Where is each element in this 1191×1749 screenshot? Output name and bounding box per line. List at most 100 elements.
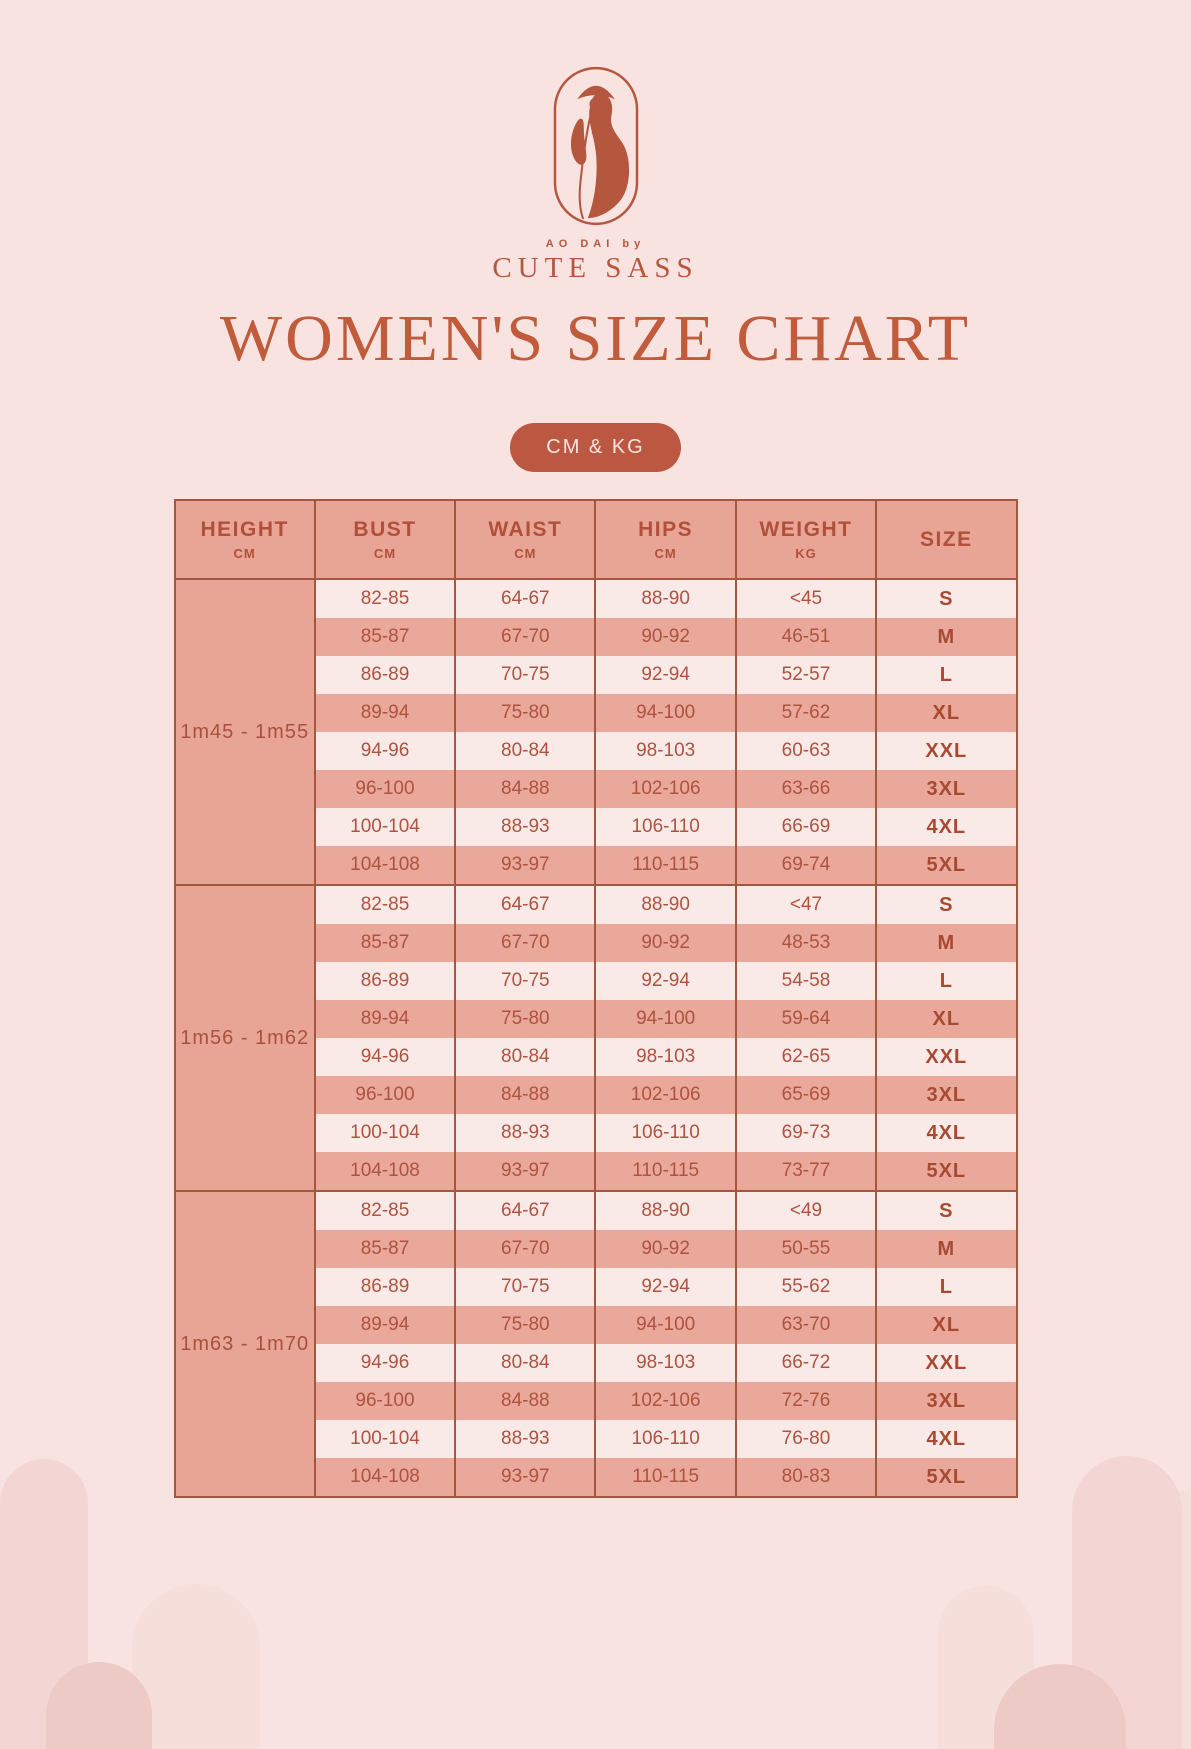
weight-cell: 46-51 <box>734 618 878 656</box>
size-cell: M <box>875 1230 1018 1268</box>
size-cell: XXL <box>875 732 1018 770</box>
column-header-weight: WEIGHT KG <box>734 500 878 580</box>
height-range-cell: 1m63 - 1m70 <box>173 1191 316 1497</box>
bust-cell: 86-89 <box>313 656 457 694</box>
column-header-height: HEIGHT CM <box>173 500 316 580</box>
column-unit: KG <box>795 546 817 561</box>
waist-cell: 84-88 <box>454 1076 597 1114</box>
table-row: 89-94 75-80 94-100 59-64 XL <box>175 1000 1018 1038</box>
bust-cell: 82-85 <box>313 885 457 924</box>
table-row: 86-89 70-75 92-94 55-62 L <box>175 1268 1018 1306</box>
column-unit: CM <box>654 546 677 561</box>
column-header-waist: WAIST CM <box>454 500 597 580</box>
weight-cell: 65-69 <box>734 1076 878 1114</box>
brand-name: CUTE SASS <box>492 252 699 284</box>
size-cell: XL <box>875 1306 1018 1344</box>
weight-cell: 55-62 <box>734 1268 878 1306</box>
size-cell: 4XL <box>875 808 1018 846</box>
waist-cell: 88-93 <box>454 1114 597 1152</box>
hips-cell: 94-100 <box>594 1306 737 1344</box>
hips-cell: 94-100 <box>594 1000 737 1038</box>
weight-cell: 66-69 <box>734 808 878 846</box>
weight-cell: 54-58 <box>734 962 878 1000</box>
ao-dai-woman-icon <box>553 66 638 226</box>
waist-cell: 80-84 <box>454 732 597 770</box>
bust-cell: 85-87 <box>313 1230 457 1268</box>
hips-cell: 90-92 <box>594 1230 737 1268</box>
weight-cell: 76-80 <box>734 1420 878 1458</box>
bust-cell: 85-87 <box>313 618 457 656</box>
hips-cell: 106-110 <box>594 808 737 846</box>
poster-header: AO DAI by CUTE SASS WOMEN'S SIZE CHART C… <box>0 64 1191 472</box>
hips-cell: 110-115 <box>594 846 737 885</box>
header-row: HEIGHT CM BUST CM WAIST CM HIPS CM WEIGHT KG SIZE <box>173 500 1018 580</box>
table-row: 94-96 80-84 98-103 60-63 XXL <box>175 732 1018 770</box>
waist-cell: 93-97 <box>454 1458 597 1497</box>
table-row: 85-87 67-70 90-92 46-51 M <box>175 618 1018 656</box>
column-label: HEIGHT <box>200 518 289 541</box>
weight-cell: 62-65 <box>734 1038 878 1076</box>
bust-cell: 96-100 <box>313 1382 457 1420</box>
size-cell: 5XL <box>875 846 1018 885</box>
waist-cell: 70-75 <box>454 656 597 694</box>
waist-cell: 88-93 <box>454 1420 597 1458</box>
column-label: SIZE <box>919 527 973 551</box>
column-unit: CM <box>514 546 537 561</box>
hips-cell: 90-92 <box>594 924 737 962</box>
height-range-cell: 1m56 - 1m62 <box>173 885 316 1191</box>
table-row: 104-108 93-97 110-115 73-77 5XL <box>175 1152 1018 1191</box>
size-cell: S <box>875 1191 1018 1230</box>
waist-cell: 67-70 <box>454 1230 597 1268</box>
table-row: 85-87 67-70 90-92 48-53 M <box>175 924 1018 962</box>
size-cell: 3XL <box>875 1076 1018 1114</box>
size-cell: 4XL <box>875 1114 1018 1152</box>
weight-cell: 60-63 <box>734 732 878 770</box>
table-row: 1m45 - 1m55 82-85 64-67 88-90 <45 S <box>173 579 1018 885</box>
weight-cell: 48-53 <box>734 924 878 962</box>
waist-cell: 88-93 <box>454 808 597 846</box>
waist-cell: 93-97 <box>454 1152 597 1191</box>
table-row: 100-104 88-93 106-110 76-80 4XL <box>175 1420 1018 1458</box>
table-row: 96-100 84-88 102-106 63-66 3XL <box>175 770 1018 808</box>
waist-cell: 67-70 <box>454 618 597 656</box>
size-cell: 5XL <box>875 1152 1018 1191</box>
table-row: 104-108 93-97 110-115 80-83 5XL <box>175 1458 1018 1497</box>
weight-cell: 63-66 <box>734 770 878 808</box>
size-cell: 4XL <box>875 1420 1018 1458</box>
height-range-cell: 1m45 - 1m55 <box>173 579 316 885</box>
bust-cell: 86-89 <box>313 962 457 1000</box>
hips-cell: 110-115 <box>594 1458 737 1497</box>
bust-cell: 96-100 <box>313 770 457 808</box>
height-group-2: 1m56 - 1m62 82-85 64-67 88-90 <47 S 85-87 67-70… <box>173 885 1018 1191</box>
size-cell: L <box>875 1268 1018 1306</box>
size-cell: M <box>875 618 1018 656</box>
hips-cell: 102-106 <box>594 1076 737 1114</box>
table-row: 100-104 88-93 106-110 69-73 4XL <box>175 1114 1018 1152</box>
column-label: WEIGHT <box>759 518 853 541</box>
waist-cell: 64-67 <box>454 579 597 618</box>
column-unit: CM <box>233 546 256 561</box>
bust-cell: 104-108 <box>313 1458 457 1497</box>
column-label: WAIST <box>488 518 563 541</box>
hips-cell: 106-110 <box>594 1114 737 1152</box>
size-cell: S <box>875 885 1018 924</box>
size-cell: S <box>875 579 1018 618</box>
hips-cell: 98-103 <box>594 1344 737 1382</box>
column-label: HIPS <box>638 518 694 541</box>
bust-cell: 94-96 <box>313 1038 457 1076</box>
hips-cell: 102-106 <box>594 1382 737 1420</box>
size-cell: 3XL <box>875 1382 1018 1420</box>
weight-cell: <49 <box>734 1191 878 1230</box>
weight-cell: 59-64 <box>734 1000 878 1038</box>
hips-cell: 92-94 <box>594 1268 737 1306</box>
bust-cell: 100-104 <box>313 1114 457 1152</box>
weight-cell: 73-77 <box>734 1152 878 1191</box>
bust-cell: 89-94 <box>313 1000 457 1038</box>
size-cell: XXL <box>875 1038 1018 1076</box>
column-header-bust: BUST CM <box>313 500 457 580</box>
waist-cell: 80-84 <box>454 1344 597 1382</box>
hips-cell: 106-110 <box>594 1420 737 1458</box>
units-badge: CM & KG <box>510 423 681 472</box>
table-row: 94-96 80-84 98-103 62-65 XXL <box>175 1038 1018 1076</box>
waist-cell: 70-75 <box>454 962 597 1000</box>
